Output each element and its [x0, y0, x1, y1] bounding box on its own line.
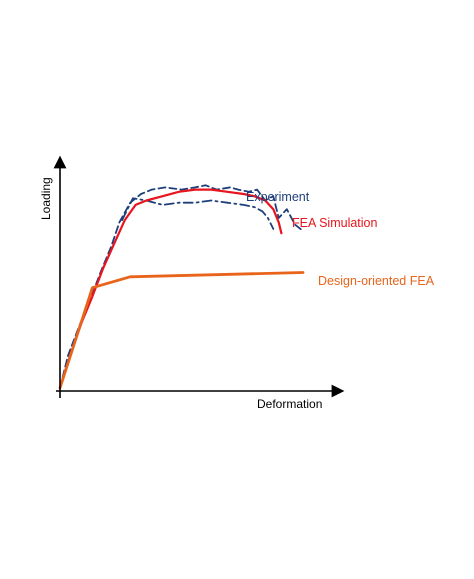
series-group [58, 184, 305, 390]
x-axis-label: Deformation [257, 397, 322, 411]
y-axis-label: Loading [39, 177, 53, 220]
series-line-2 [58, 188, 283, 390]
series-line-3 [58, 271, 305, 390]
series-label-experiment: Experiment [246, 190, 310, 204]
series-label-design-oriented-fea: Design-oriented FEA [318, 274, 435, 288]
series-label-fea-simulation: FEA Simulation [292, 216, 378, 230]
